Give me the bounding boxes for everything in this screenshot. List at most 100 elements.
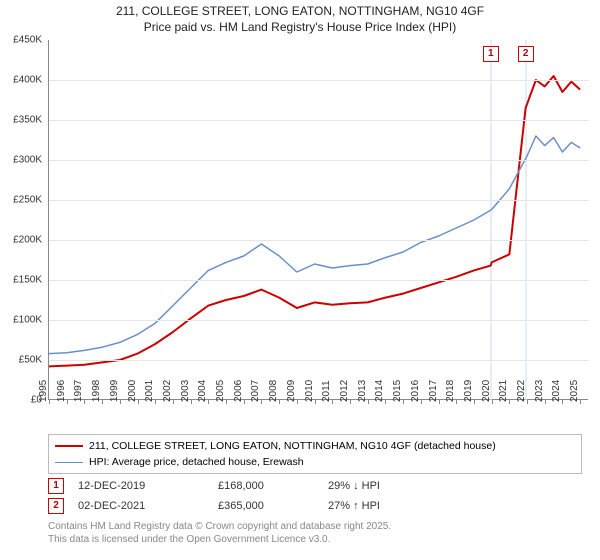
marker-price: £168,000 (218, 480, 328, 492)
x-axis-label: 2023 (534, 380, 545, 402)
y-axis-label: £100K (0, 315, 42, 326)
marker-delta: 27% ↑ HPI (328, 500, 448, 512)
y-axis-label: £0 (0, 395, 42, 406)
title-line-1: 211, COLLEGE STREET, LONG EATON, NOTTING… (0, 4, 600, 20)
gridline-h (49, 240, 589, 241)
gridline-h (49, 200, 589, 201)
x-axis-label: 2013 (357, 380, 368, 402)
y-axis-label: £200K (0, 235, 42, 246)
marker-date: 02-DEC-2021 (78, 500, 218, 512)
y-axis-label: £450K (0, 35, 42, 46)
x-tick (226, 400, 227, 404)
legend-label: 211, COLLEGE STREET, LONG EATON, NOTTING… (89, 440, 496, 452)
x-tick (208, 400, 209, 404)
y-axis-label: £150K (0, 275, 42, 286)
legend-label: HPI: Average price, detached house, Erew… (89, 456, 304, 468)
x-axis-label: 2011 (322, 380, 333, 402)
sale-marker-label: 2 (518, 46, 534, 62)
x-tick (527, 400, 528, 404)
x-axis-label: 2001 (144, 380, 155, 402)
x-tick (580, 400, 581, 404)
x-axis-label: 2021 (498, 380, 509, 402)
x-tick (509, 400, 510, 404)
x-tick (173, 400, 174, 404)
marker-row: 2 02-DEC-2021£365,00027% ↑ HPI (48, 496, 448, 516)
marker-row-id: 1 (48, 478, 64, 494)
legend-item: 211, COLLEGE STREET, LONG EATON, NOTTING… (55, 438, 575, 454)
y-axis-label: £300K (0, 155, 42, 166)
legend-swatch (55, 445, 83, 447)
marker-delta: 29% ↓ HPI (328, 480, 448, 492)
x-axis-label: 2019 (463, 380, 474, 402)
gridline-h (49, 280, 589, 281)
line-series-svg (49, 40, 589, 400)
marker-row-id: 2 (48, 498, 64, 514)
x-axis-label: 2024 (551, 380, 562, 402)
gridline-h (49, 120, 589, 121)
chart-area: £0£50K£100K£150K£200K£250K£300K£350K£400… (48, 40, 588, 420)
gridline-h (49, 160, 589, 161)
x-axis-label: 2005 (215, 380, 226, 402)
x-axis-label: 1995 (38, 380, 49, 402)
x-tick (562, 400, 563, 404)
gridline-h (49, 80, 589, 81)
title-line-2: Price paid vs. HM Land Registry's House … (0, 20, 600, 36)
x-axis-label: 2007 (250, 380, 261, 402)
x-axis-label: 2000 (126, 380, 137, 402)
legend-swatch (55, 462, 83, 463)
x-tick (49, 400, 50, 404)
x-axis-label: 2009 (286, 380, 297, 402)
x-axis-label: 1999 (109, 380, 120, 402)
x-tick (332, 400, 333, 404)
x-tick (120, 400, 121, 404)
x-axis-label: 2002 (162, 380, 173, 402)
marker-table: 1 12-DEC-2019£168,00029% ↓ HPI 2 02-DEC-202… (48, 476, 448, 516)
x-tick (403, 400, 404, 404)
x-axis-label: 2006 (233, 380, 244, 402)
x-axis-label: 2012 (339, 380, 350, 402)
x-tick (102, 400, 103, 404)
legend-item: HPI: Average price, detached house, Erew… (55, 454, 575, 470)
copyright-line-1: Contains HM Land Registry data © Crown c… (48, 520, 391, 533)
x-axis-label: 2008 (268, 380, 279, 402)
x-tick (244, 400, 245, 404)
chart-container: 211, COLLEGE STREET, LONG EATON, NOTTING… (0, 0, 600, 560)
x-axis-label: 2017 (427, 380, 438, 402)
plot-region: £0£50K£100K£150K£200K£250K£300K£350K£400… (48, 40, 588, 400)
y-axis-label: £350K (0, 115, 42, 126)
x-axis-label: 2015 (392, 380, 403, 402)
x-axis-label: 2025 (569, 380, 580, 402)
x-axis-label: 2016 (410, 380, 421, 402)
x-tick (421, 400, 422, 404)
x-tick (155, 400, 156, 404)
chart-title: 211, COLLEGE STREET, LONG EATON, NOTTING… (0, 0, 600, 35)
x-axis-label: 2010 (303, 380, 314, 402)
marker-row: 1 12-DEC-2019£168,00029% ↓ HPI (48, 476, 448, 496)
legend-box: 211, COLLEGE STREET, LONG EATON, NOTTING… (48, 434, 582, 474)
x-axis-label: 1996 (56, 380, 67, 402)
x-axis-label: 1997 (73, 380, 84, 402)
x-tick (456, 400, 457, 404)
x-axis-label: 2003 (180, 380, 191, 402)
x-axis-label: 2022 (516, 380, 527, 402)
x-tick (350, 400, 351, 404)
copyright-line-2: This data is licensed under the Open Gov… (48, 533, 391, 546)
marker-price: £365,000 (218, 500, 328, 512)
y-axis-label: £50K (0, 355, 42, 366)
x-tick (297, 400, 298, 404)
sale-marker-label: 1 (483, 46, 499, 62)
x-tick (385, 400, 386, 404)
marker-date: 12-DEC-2019 (78, 480, 218, 492)
y-axis-label: £250K (0, 195, 42, 206)
x-axis-label: 2004 (197, 380, 208, 402)
x-axis-label: 1998 (91, 380, 102, 402)
x-tick (261, 400, 262, 404)
y-axis-label: £400K (0, 75, 42, 86)
x-tick (474, 400, 475, 404)
x-axis-label: 2018 (445, 380, 456, 402)
x-axis-label: 2014 (374, 380, 385, 402)
copyright-text: Contains HM Land Registry data © Crown c… (48, 520, 391, 546)
x-tick (279, 400, 280, 404)
gridline-h (49, 320, 589, 321)
x-axis-label: 2020 (480, 380, 491, 402)
